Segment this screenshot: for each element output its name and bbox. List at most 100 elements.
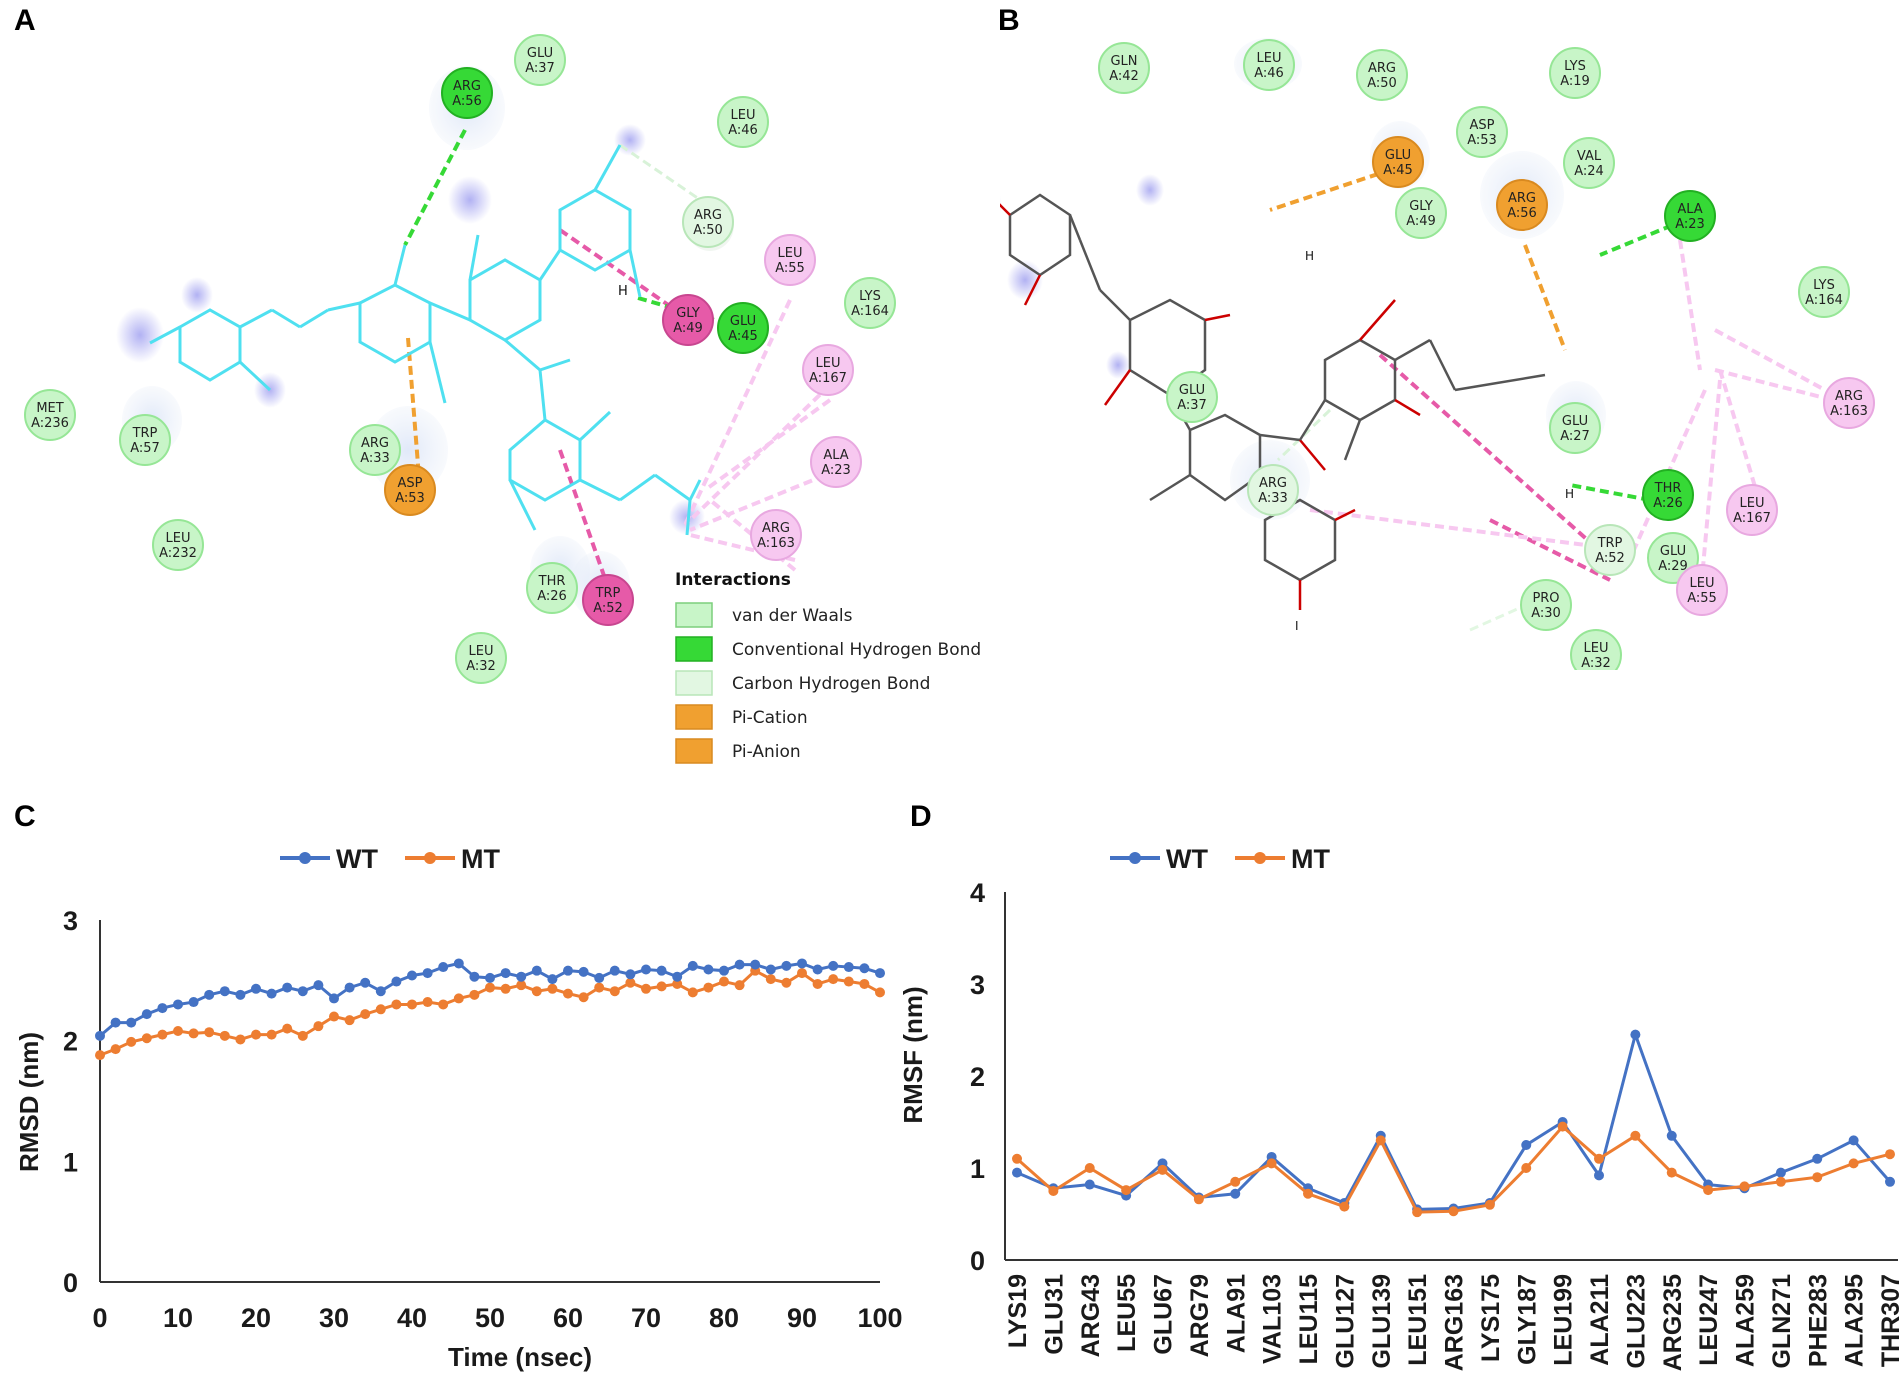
alkyl-ala23-b-line — [1678, 239, 1702, 371]
rmsd-point — [188, 1028, 199, 1039]
rmsd-point — [625, 969, 636, 980]
rmsd-point — [438, 962, 449, 973]
alkyl-leu55-b-line — [1698, 379, 1722, 601]
rmsd-point — [531, 965, 542, 976]
rmsf-point — [1885, 1149, 1895, 1160]
rmsd-point — [469, 971, 480, 982]
svg-text:A:236: A:236 — [31, 416, 69, 431]
svg-text:A:57: A:57 — [130, 441, 160, 456]
svg-text:GLU: GLU — [730, 314, 756, 329]
pi-cation-arg56-line — [1523, 244, 1567, 351]
rmsf-point — [1630, 1029, 1641, 1040]
rmsd-point — [251, 983, 261, 994]
rmsd-point — [407, 999, 417, 1010]
rmsf-x-tick: LYS175 — [1477, 1274, 1505, 1362]
rmsd-point — [859, 978, 870, 989]
svg-text:A:163: A:163 — [757, 536, 795, 551]
rmsd-point — [687, 987, 698, 998]
rmsf-point — [1230, 1176, 1241, 1187]
svg-text:A:37: A:37 — [525, 61, 555, 76]
interaction-diagram-a: H GLUA:37ARGA:56LEUA:46ARGA:50LEUA:55GLY… — [24, 34, 981, 764]
rmsf-point — [1848, 1135, 1859, 1146]
rmsf-x-tick: ALA259 — [1732, 1274, 1760, 1367]
rmsf-point — [1121, 1185, 1132, 1196]
rmsd-point — [516, 971, 527, 982]
rmsf-series-wt — [1012, 1029, 1895, 1215]
rmsd-point — [875, 968, 885, 979]
rmsf-point — [1594, 1170, 1604, 1181]
rmsd-legend: WT MT — [280, 844, 500, 874]
rmsf-x-tick: ALA211 — [1586, 1274, 1614, 1366]
svg-text:MT: MT — [1291, 844, 1330, 874]
rmsd-point — [204, 989, 215, 1000]
rmsd-point — [157, 1003, 168, 1014]
rmsf-chart: WT MT 0 1 2 3 4 LYS19 GLU31 ARG43 LEU55 GLU67 ARG79… — [900, 844, 1900, 1371]
rmsd-point — [578, 966, 589, 977]
rmsd-point — [500, 968, 511, 979]
rmsd-point — [687, 960, 698, 971]
rmsd-point — [547, 983, 558, 994]
rmsf-x-tick: GLN271 — [1768, 1274, 1796, 1369]
svg-text:ARG: ARG — [762, 521, 790, 536]
rmsf-point — [1230, 1188, 1241, 1199]
rmsd-point — [219, 1030, 230, 1041]
rmsf-y-tick: 0 — [970, 1246, 985, 1276]
rmsd-point — [703, 964, 714, 975]
rmsf-x-tick: GLY187 — [1513, 1274, 1541, 1365]
svg-text:A:50: A:50 — [1367, 76, 1397, 91]
svg-text:A:26: A:26 — [537, 589, 567, 604]
svg-text:LEU: LEU — [469, 644, 494, 659]
rmsd-point — [422, 968, 433, 979]
rmsd-point — [173, 1026, 183, 1037]
svg-text:GLY: GLY — [676, 306, 700, 321]
rmsd-point — [625, 977, 636, 988]
rmsf-x-tick: GLU139 — [1368, 1274, 1396, 1368]
svg-text:A:33: A:33 — [1258, 491, 1288, 506]
svg-text:LEU: LEU — [778, 246, 803, 261]
hydrogen-label-b2: H — [1565, 487, 1574, 501]
rmsd-point — [578, 992, 589, 1003]
rmsd-x-tick: 80 — [709, 1303, 739, 1333]
rmsd-point — [765, 974, 776, 985]
rmsf-point — [1812, 1172, 1823, 1183]
rmsf-point — [1084, 1163, 1095, 1173]
svg-text:ARG: ARG — [1508, 191, 1536, 206]
rmsd-point — [797, 958, 807, 969]
rmsd-point — [360, 1009, 371, 1020]
rmsf-x-tick: ARG163 — [1441, 1274, 1469, 1371]
svg-text:LEU: LEU — [166, 531, 191, 546]
panel-label-d: D — [910, 800, 932, 833]
rmsd-point — [391, 999, 402, 1010]
rmsd-point — [407, 970, 417, 981]
svg-text:LYS: LYS — [859, 289, 881, 304]
rmsf-x-tick: GLU31 — [1040, 1274, 1068, 1355]
rmsf-point — [1630, 1130, 1641, 1141]
carbon-hbond-arg50-line — [619, 143, 716, 212]
rmsd-point — [734, 980, 745, 991]
rmsd-point — [453, 993, 464, 1004]
legend-item-pi-anion: Pi-Anion — [675, 738, 801, 764]
pi-pi-trp52-line-b — [1378, 353, 1612, 562]
svg-text:ALA: ALA — [1677, 202, 1702, 217]
rmsd-point — [297, 1030, 308, 1041]
legend-mt: MT — [1235, 844, 1330, 874]
rmsf-point — [1521, 1163, 1532, 1173]
rmsf-x-tick: ALA295 — [1841, 1274, 1869, 1367]
solvent-shading-b — [1000, 38, 1606, 520]
panel-label-c: C — [14, 800, 36, 833]
svg-text:LEU: LEU — [1257, 51, 1282, 66]
rmsf-point — [1666, 1167, 1677, 1178]
svg-text:A:29: A:29 — [1658, 559, 1688, 574]
svg-text:A:232: A:232 — [159, 546, 197, 561]
svg-text:LEU: LEU — [1584, 641, 1609, 656]
rmsd-point — [344, 1015, 355, 1026]
rmsf-x-tick: LYS19 — [1004, 1274, 1032, 1348]
